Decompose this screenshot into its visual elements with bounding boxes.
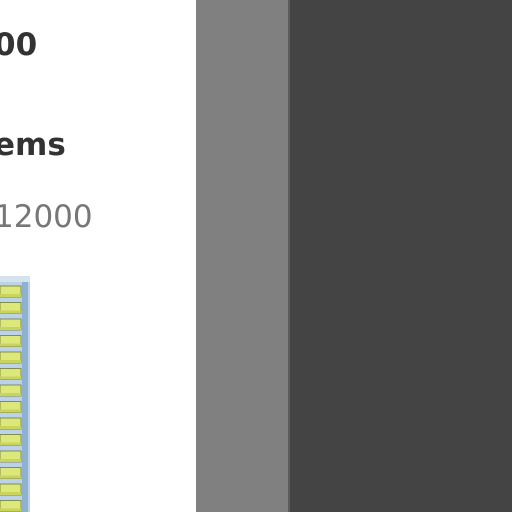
storage-bin-lip bbox=[0, 376, 21, 380]
product-image[interactable] bbox=[0, 276, 30, 512]
storage-bin-lip bbox=[0, 327, 21, 330]
product-item-number: 12000 bbox=[0, 199, 93, 235]
shelf-frame-top bbox=[0, 276, 30, 282]
storage-bin-lip bbox=[0, 360, 21, 363]
storage-bin-lip bbox=[0, 409, 21, 413]
dark-side-panel bbox=[290, 0, 512, 512]
bin-column bbox=[0, 285, 22, 512]
storage-bin-lip bbox=[0, 426, 21, 429]
storage-bin-lip bbox=[0, 393, 21, 396]
storage-bin-lip bbox=[0, 310, 21, 314]
storage-bin-lip bbox=[0, 343, 21, 347]
storage-bin-lip bbox=[0, 492, 21, 495]
storage-bin-lip bbox=[0, 294, 21, 297]
scrollbar-track[interactable] bbox=[196, 0, 290, 512]
shelf-frame-side bbox=[22, 280, 28, 512]
storage-bin-lip bbox=[0, 459, 21, 462]
product-title[interactable]: ems bbox=[0, 127, 66, 163]
scrollbar-divider bbox=[288, 0, 290, 512]
storage-bin-lip bbox=[0, 442, 21, 446]
product-card[interactable]: 00 ems 12000 bbox=[0, 0, 196, 512]
storage-bin-lip bbox=[0, 508, 21, 512]
storage-bin-lip bbox=[0, 475, 21, 479]
product-price: 00 bbox=[0, 27, 38, 63]
